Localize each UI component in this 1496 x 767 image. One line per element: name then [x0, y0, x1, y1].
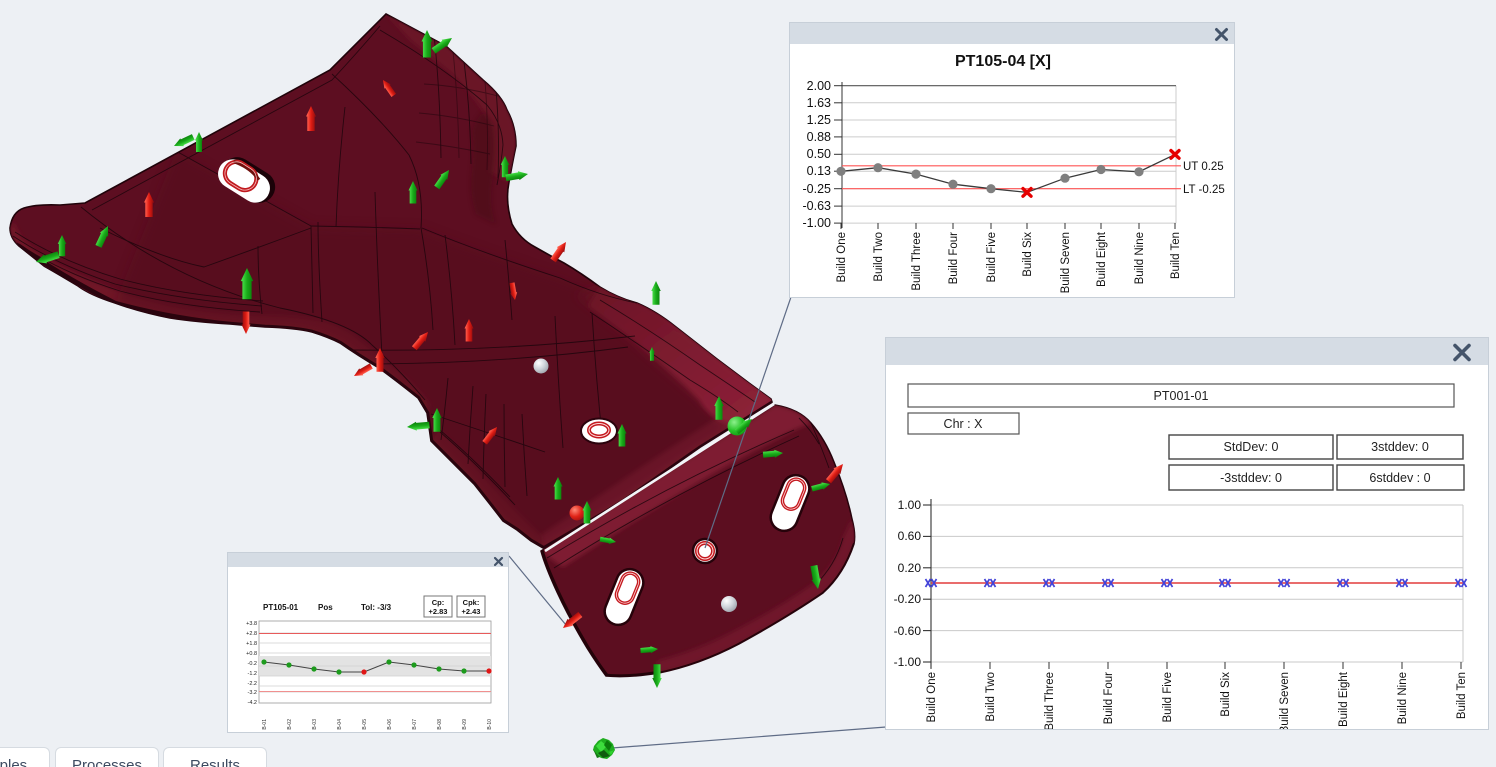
svg-text:B-01: B-01 [262, 719, 268, 730]
svg-text:B-10: B-10 [487, 719, 493, 730]
svg-text:Tol: -3/3: Tol: -3/3 [361, 603, 392, 612]
svg-text:1.63: 1.63 [807, 96, 831, 110]
svg-text:Build Seven: Build Seven [1060, 232, 1072, 293]
svg-text:-0.63: -0.63 [803, 199, 832, 213]
svg-text:-2.2: -2.2 [248, 681, 257, 687]
svg-text:+0.8: +0.8 [246, 651, 257, 657]
svg-text:1.00: 1.00 [898, 498, 922, 512]
svg-text:B-07: B-07 [412, 719, 418, 730]
svg-text:-3.2: -3.2 [248, 690, 257, 696]
svg-text:PT105-01: PT105-01 [263, 603, 299, 612]
svg-text:2.00: 2.00 [807, 79, 831, 93]
svg-text:-4.2: -4.2 [248, 700, 257, 706]
svg-text:Build Nine: Build Nine [1397, 672, 1409, 724]
svg-text:Build Ten: Build Ten [1170, 232, 1182, 279]
svg-text:Build One: Build One [836, 232, 848, 283]
svg-text:B-05: B-05 [362, 719, 368, 730]
svg-text:0.20: 0.20 [898, 561, 922, 575]
svg-text:-1.2: -1.2 [248, 671, 257, 677]
svg-text:Cpk:: Cpk: [463, 598, 480, 607]
svg-text:Build One: Build One [926, 672, 938, 723]
svg-text:Build Ten: Build Ten [1456, 672, 1468, 719]
svg-text:B-04: B-04 [337, 719, 343, 730]
svg-text:Build Five: Build Five [1162, 672, 1174, 723]
svg-text:1.25: 1.25 [807, 113, 831, 127]
svg-text:0.88: 0.88 [807, 130, 831, 144]
svg-text:Pos: Pos [318, 603, 333, 612]
svg-text:Build Nine: Build Nine [1134, 232, 1146, 284]
svg-text:LT -0.25: LT -0.25 [1183, 184, 1225, 196]
svg-text:-0.25: -0.25 [803, 182, 832, 196]
svg-text:-0.2: -0.2 [248, 661, 257, 667]
svg-text:Build Three: Build Three [911, 232, 923, 291]
svg-text:Build Five: Build Five [986, 232, 998, 283]
svg-text:B-03: B-03 [312, 719, 318, 730]
svg-text:Build Seven: Build Seven [1279, 672, 1291, 729]
svg-text:+2.8: +2.8 [246, 631, 257, 637]
svg-text:Build Three: Build Three [1044, 672, 1056, 729]
svg-text:B-02: B-02 [287, 719, 293, 730]
svg-text:Build Four: Build Four [948, 232, 960, 285]
svg-text:+1.8: +1.8 [246, 641, 257, 647]
svg-text:-0.60: -0.60 [894, 624, 922, 638]
svg-text:+2.43: +2.43 [462, 607, 481, 616]
svg-text:Build Six: Build Six [1022, 232, 1034, 277]
svg-text:Build Six: Build Six [1220, 672, 1232, 717]
svg-text:Chr : X: Chr : X [944, 417, 984, 431]
svg-text:-3stddev: 0: -3stddev: 0 [1220, 471, 1282, 485]
svg-text:Build Four: Build Four [1103, 672, 1115, 725]
svg-text:B-09: B-09 [462, 719, 468, 730]
svg-text:B-06: B-06 [387, 719, 393, 730]
svg-text:+2.83: +2.83 [429, 607, 448, 616]
svg-text:+3.8: +3.8 [246, 621, 257, 627]
svg-text:Build Eight: Build Eight [1096, 231, 1108, 287]
svg-text:-1.00: -1.00 [894, 655, 922, 669]
svg-text:PT105-04 [X]: PT105-04 [X] [955, 53, 1051, 70]
svg-text:B-08: B-08 [437, 719, 443, 730]
svg-text:StdDev: 0: StdDev: 0 [1224, 440, 1279, 454]
svg-text:UT 0.25: UT 0.25 [1183, 161, 1224, 173]
svg-text:3stddev: 0: 3stddev: 0 [1371, 440, 1429, 454]
svg-text:0.50: 0.50 [807, 147, 831, 161]
svg-text:Cp:: Cp: [432, 598, 445, 607]
svg-text:Build Eight: Build Eight [1338, 671, 1350, 727]
svg-text:-0.20: -0.20 [894, 592, 922, 606]
svg-text:Build Two: Build Two [873, 232, 885, 282]
svg-text:-1.00: -1.00 [803, 216, 832, 230]
svg-text:0.60: 0.60 [898, 529, 922, 543]
svg-text:0.13: 0.13 [807, 164, 831, 178]
svg-text:PT001-01: PT001-01 [1154, 389, 1209, 403]
svg-text:6stddev : 0: 6stddev : 0 [1369, 471, 1430, 485]
svg-text:Build Two: Build Two [985, 672, 997, 722]
